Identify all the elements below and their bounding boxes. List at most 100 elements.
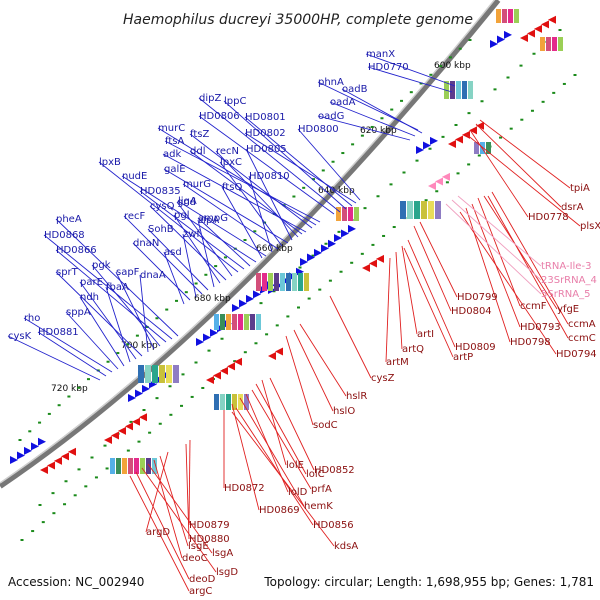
forward-gene-label-recF: recF — [124, 211, 146, 222]
reverse-gene-label-lsgD: lsgD — [216, 567, 238, 578]
tick-dot-outer — [307, 297, 311, 300]
tick-dot-outer — [286, 315, 290, 318]
forward-gene-label-HD0802: HD0802 — [245, 128, 286, 139]
tick-dot-outer — [360, 252, 364, 255]
forward-gene-label-HD0770: HD0770 — [368, 62, 409, 73]
forward-gene-label-pheA: pheA — [56, 214, 82, 225]
reverse-gene-arrow — [448, 140, 456, 148]
forward-gene-label-ftsA: ftsA — [165, 136, 184, 147]
forward-gene-block — [496, 9, 501, 23]
leader-line — [147, 463, 213, 554]
tick-dot-mid — [376, 195, 380, 198]
tick-dot-inner — [448, 56, 452, 59]
tick-dot-outer — [63, 503, 67, 506]
reverse-gene-label-kdsA: kdsA — [334, 541, 358, 552]
forward-gene-arrow — [142, 384, 150, 393]
leader-line — [149, 205, 227, 281]
reverse-gene-label-HD0798: HD0798 — [510, 337, 551, 348]
reverse-gene-block — [238, 394, 243, 410]
tick-dot-inner — [184, 291, 188, 294]
forward-gene-label-murC: murC — [158, 123, 185, 134]
tick-dot-mid — [259, 302, 263, 305]
forward-gene-label-sapF: sapF — [116, 267, 140, 278]
tick-dot-mid — [272, 290, 276, 293]
forward-gene-arrow — [232, 304, 240, 312]
reverse-gene-label-HD0856: HD0856 — [313, 520, 354, 531]
forward-gene-label-adk: adk — [163, 149, 181, 160]
leader-line — [299, 323, 347, 397]
tick-dot-inner — [38, 421, 42, 424]
tick-dot-outer — [392, 226, 396, 229]
tick-dot-mid — [532, 52, 536, 55]
leader-line — [445, 203, 542, 295]
reverse-gene-block — [546, 37, 551, 51]
reverse-gene-arrow — [40, 466, 48, 474]
leader-line — [55, 271, 143, 357]
reverse-gene-block — [400, 201, 406, 219]
tick-dot-outer — [445, 181, 449, 184]
reverse-gene-arrow — [227, 362, 235, 371]
tick-dot-outer — [424, 199, 428, 202]
leader-line — [129, 475, 190, 592]
leader-line — [285, 335, 314, 426]
leader-line — [197, 219, 215, 288]
forward-gene-block — [173, 365, 179, 383]
leader-line — [139, 274, 149, 353]
leader-line — [465, 133, 581, 227]
tick-dot-mid — [64, 480, 68, 483]
tick-dot-outer — [573, 74, 577, 76]
leader-line — [182, 183, 279, 250]
tick-dot-mid — [493, 88, 497, 91]
forward-gene-label-HD0806: HD0806 — [199, 111, 240, 122]
reverse-gene-label-deoD: deoD — [189, 574, 216, 585]
tick-dot-inner — [429, 73, 433, 76]
forward-gene-arrow — [430, 136, 438, 145]
tick-dot-outer — [339, 270, 343, 273]
leader-line — [491, 191, 569, 325]
tick-dot-inner — [28, 430, 32, 433]
reverse-gene-label-HD0852: HD0852 — [314, 465, 355, 476]
reverse-gene-arrow — [275, 347, 283, 356]
leader-line — [329, 101, 416, 137]
leader-line — [164, 140, 321, 223]
backbone — [0, 0, 501, 489]
leader-line — [123, 215, 203, 295]
reverse-gene-arrow — [139, 413, 147, 422]
tick-dot-inner — [96, 369, 100, 372]
forward-gene-label-SohB: SohB — [148, 224, 174, 235]
forward-gene-block — [152, 365, 158, 383]
tick-dot-inner — [458, 47, 462, 50]
tick-dot-mid — [207, 349, 211, 352]
tick-dot-inner — [311, 178, 315, 181]
reverse-gene-label-HD0880: HD0880 — [189, 534, 230, 545]
tick-dot-outer — [180, 404, 184, 407]
reverse-gene-label-ccmF: ccmF — [520, 301, 547, 312]
forward-gene-label-HD0805: HD0805 — [246, 144, 287, 155]
reverse-gene-block — [558, 37, 563, 51]
reverse-gene-label-sodC: sodC — [313, 420, 338, 431]
forward-gene-label-ftsQ: ftsQ — [222, 182, 242, 193]
tick-dot-outer — [318, 288, 322, 291]
reverse-gene-label-argD: argD — [146, 527, 170, 538]
reverse-gene-arrow — [54, 456, 62, 465]
reverse-gene-label-HD0809: HD0809 — [455, 342, 496, 353]
tick-dot-mid — [194, 361, 198, 364]
forward-gene-block — [456, 81, 461, 99]
forward-gene-label-parE: parE — [80, 277, 103, 288]
leader-line — [487, 195, 569, 339]
reverse-gene-label-HD0879: HD0879 — [189, 520, 230, 531]
backbone-arc — [0, 0, 501, 489]
tick-dot-mid — [402, 171, 406, 174]
tick-dot-inner — [292, 195, 296, 198]
tick-dot-outer — [552, 91, 556, 94]
tick-dot-inner — [223, 256, 227, 259]
forward-gene-label-phnA: phnA — [318, 77, 344, 88]
leader-line — [121, 175, 257, 263]
tick-dot-mid — [142, 409, 146, 411]
reverse-gene-arrow — [220, 366, 228, 375]
leader-line — [55, 218, 179, 337]
leader-line — [55, 249, 167, 343]
tick-dot-outer — [169, 413, 173, 416]
tick-dot-mid — [168, 385, 172, 388]
tick-dot-inner — [419, 82, 423, 85]
